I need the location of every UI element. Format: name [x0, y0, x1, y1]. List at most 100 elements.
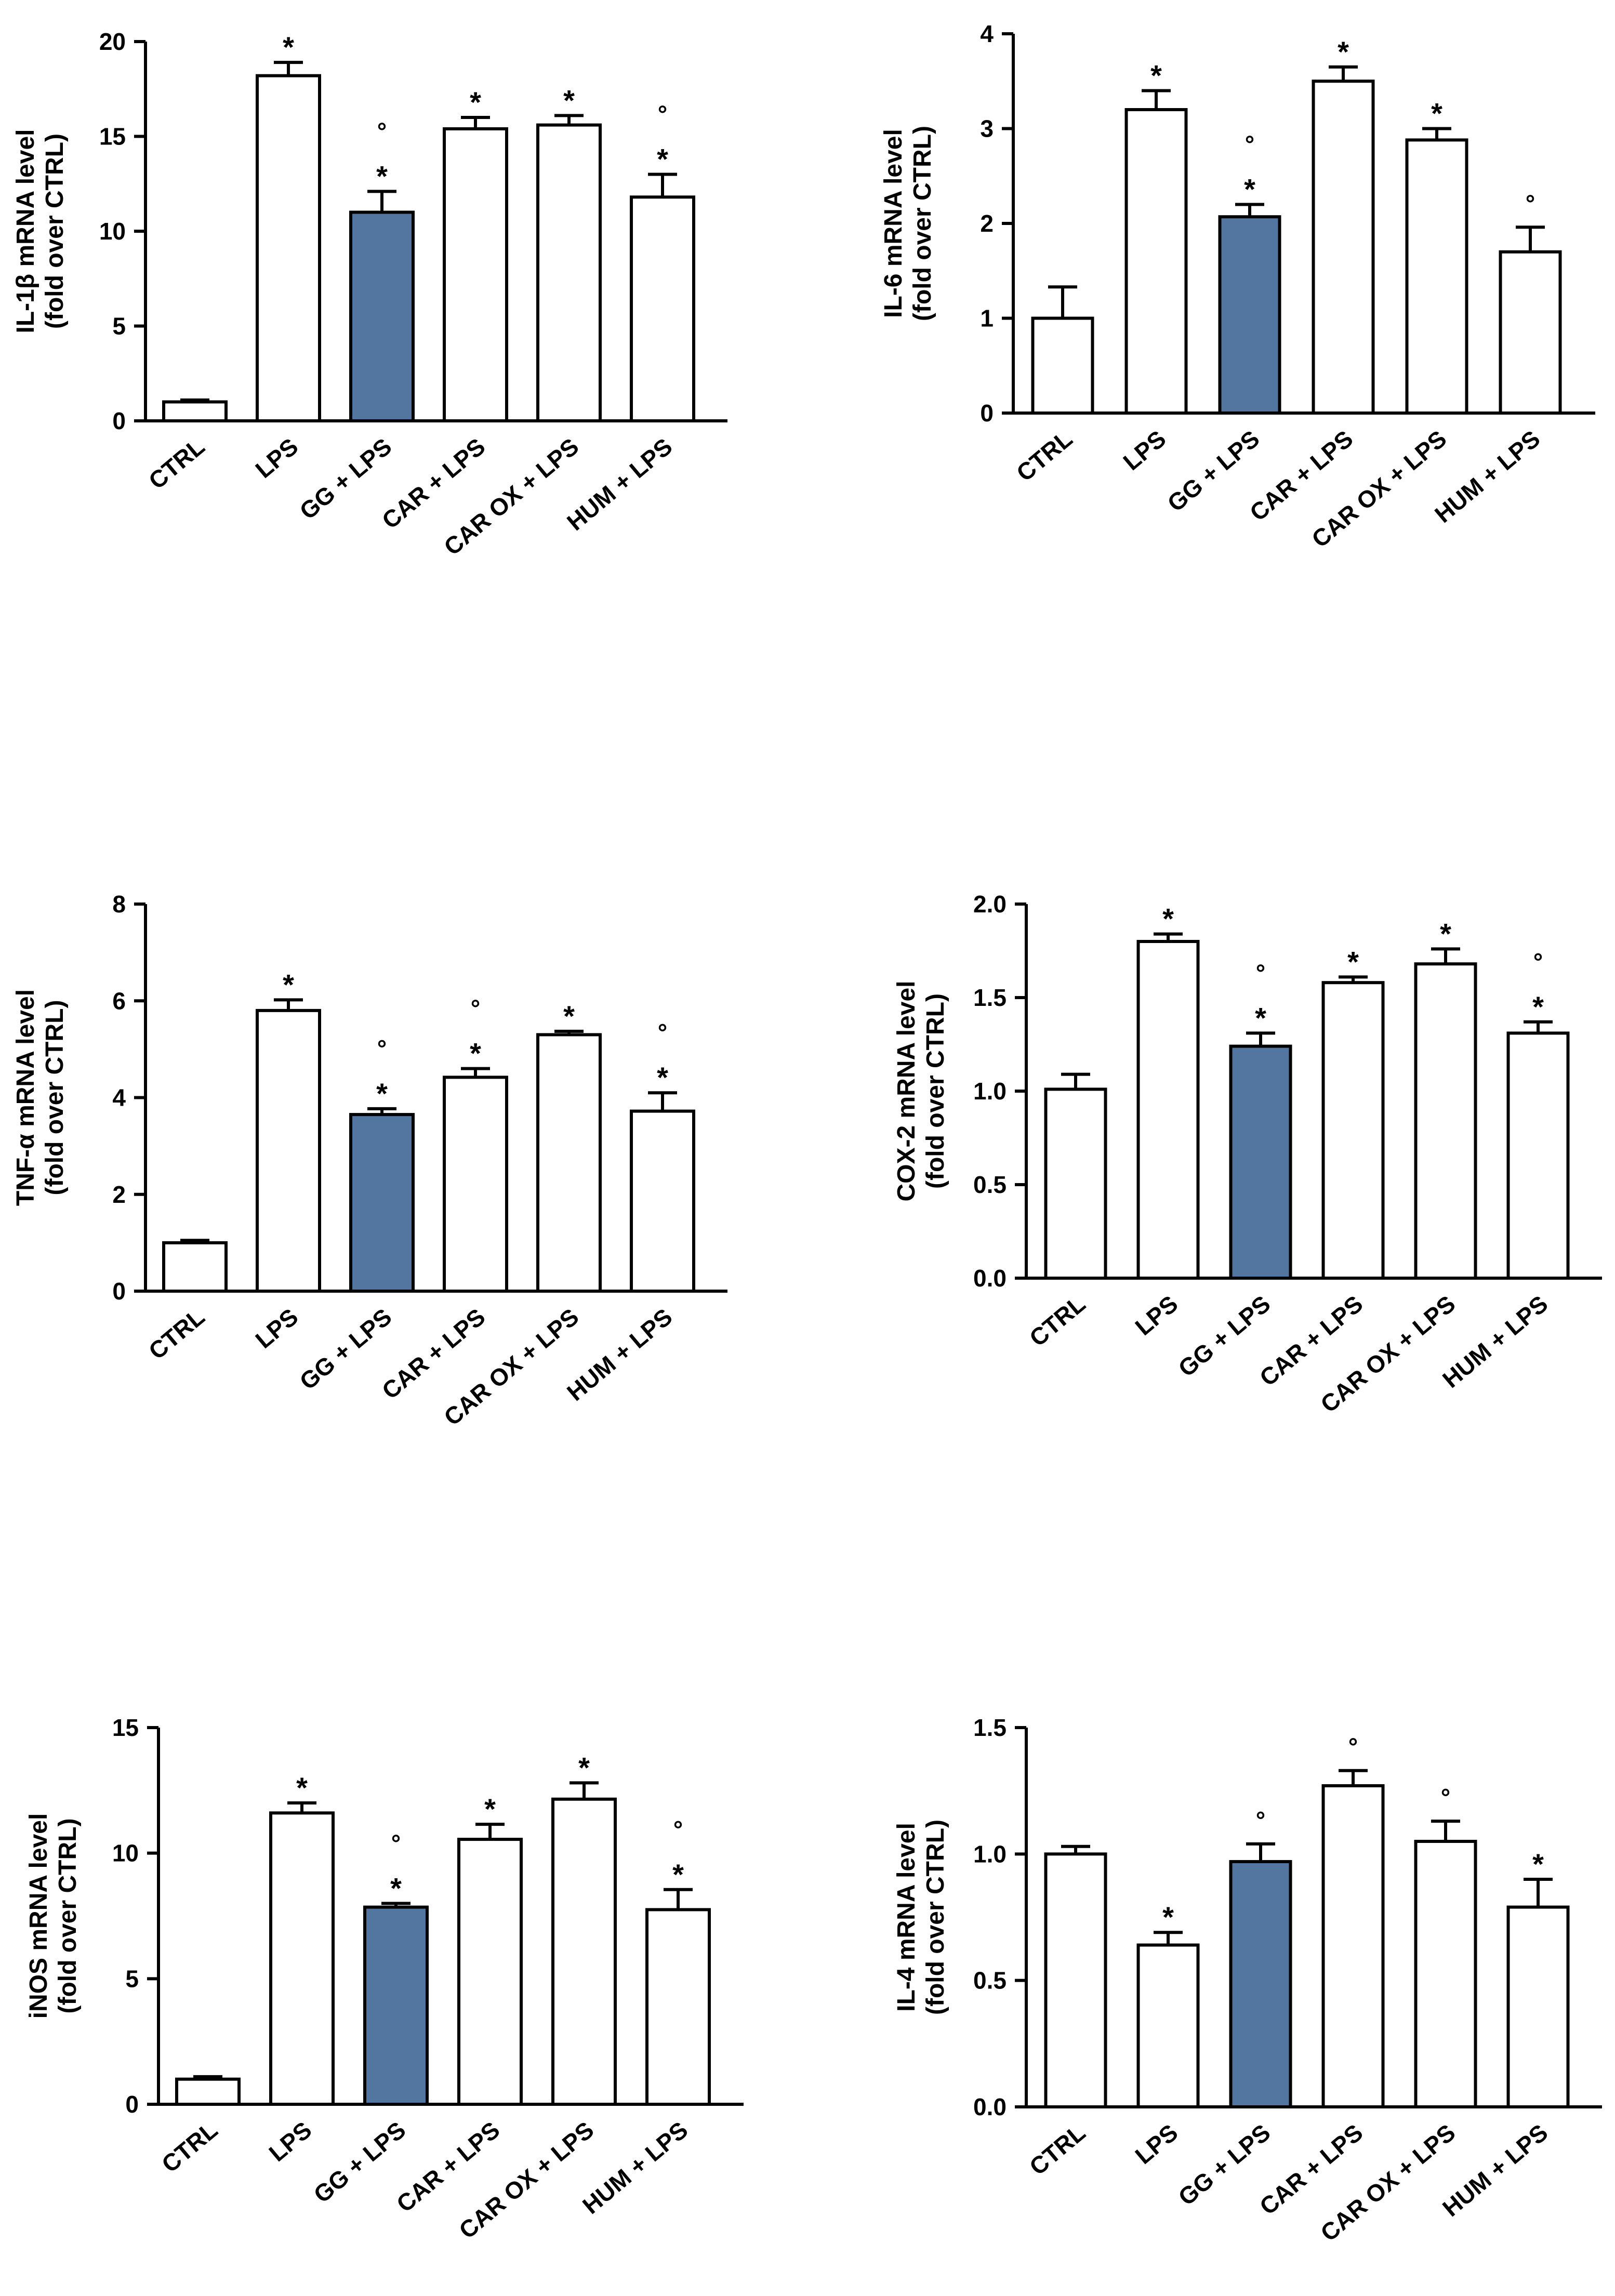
y-tick-label: 4 — [112, 1084, 126, 1111]
bar-gg-lps — [1229, 1044, 1292, 1280]
bar-hum-lps — [630, 195, 695, 422]
significance-star: * — [1162, 1901, 1174, 1933]
significance-star: * — [657, 143, 668, 176]
bar-gg-lps — [349, 210, 415, 422]
significance-circle: ° — [1348, 1733, 1358, 1760]
bar-gg-lps — [349, 1113, 415, 1293]
y-axis-subtitle: (fold over CTRL) — [909, 126, 936, 321]
significance-star: * — [484, 1793, 496, 1825]
y-axis-title: IL-1β mRNA level — [12, 129, 39, 334]
significance-star: * — [1532, 1848, 1544, 1880]
x-tick-label-ctrl: CTRL — [143, 433, 209, 495]
y-tick-label: 2.0 — [973, 891, 1007, 918]
significance-circle: ° — [658, 101, 667, 128]
significance-circle: ° — [673, 1816, 683, 1843]
bar-car-lps — [443, 127, 508, 422]
y-axis-subtitle: (fold over CTRL) — [922, 993, 949, 1189]
significance-circle: ° — [1245, 131, 1254, 158]
bar-gg-lps — [1218, 215, 1281, 415]
y-tick-label: 5 — [112, 313, 126, 340]
y-axis-title: IL-6 mRNA level — [880, 129, 907, 318]
y-tick-label: 0 — [125, 2091, 139, 2118]
significance-circle: ° — [1441, 1784, 1450, 1811]
significance-star: * — [1431, 97, 1442, 130]
x-tick-label-hum-lps: HUM + LPS — [577, 2116, 693, 2219]
y-tick-label: 20 — [99, 28, 126, 55]
bar-lps — [1136, 940, 1200, 1280]
significance-star: * — [1440, 917, 1451, 950]
chart-cox2: 0.0 0.5 1.0 1.5 2.0 COX-2 mRNA level (fold ove… — [893, 891, 1602, 1418]
significance-star: * — [296, 1771, 308, 1804]
significance-circle: ° — [377, 1035, 387, 1062]
bar-ctrl — [1044, 1087, 1107, 1280]
chart-inos: 0 5 10 15 iNOS mRNA level (fold over CTRL) CTR… — [25, 1714, 744, 2244]
bar-ctrl — [1031, 316, 1094, 415]
chart-tnfa: 0 2 4 6 8 TNF-α mRNA level (fold over CTRL) CTR… — [12, 891, 727, 1431]
bar-gg-lps — [1229, 1860, 1292, 2109]
y-axis-subtitle: (fold over CTRL) — [41, 1000, 69, 1196]
y-axis-title: COX-2 mRNA level — [893, 980, 920, 1201]
bar-ctrl — [175, 2077, 241, 2106]
significance-star: * — [1244, 173, 1255, 206]
significance-circle: ° — [1256, 1807, 1265, 1834]
significance-star: * — [1162, 903, 1174, 935]
y-tick-label: 10 — [112, 1840, 139, 1867]
y-tick-label: 1.5 — [973, 1714, 1007, 1741]
y-tick-label: 0.0 — [973, 2093, 1007, 2120]
x-tick-label-lps: LPS — [1118, 425, 1171, 475]
significance-star: * — [1532, 990, 1544, 1023]
y-tick-label: 1 — [980, 305, 994, 332]
significance-star: * — [376, 160, 388, 192]
y-tick-label: 2 — [112, 1181, 126, 1208]
significance-circle: ° — [471, 995, 480, 1022]
y-tick-label: 10 — [99, 218, 126, 245]
bar-car-lps — [1312, 79, 1375, 415]
y-tick-label: 15 — [99, 123, 126, 150]
y-axis-title: TNF-α mRNA level — [12, 989, 39, 1206]
significance-star: * — [1255, 1001, 1266, 1034]
bar-car-lps — [1321, 1784, 1385, 2108]
x-tick-label-ctrl: CTRL — [1011, 425, 1077, 487]
x-tick-label-ctrl: CTRL — [1024, 2119, 1090, 2181]
bar-car-ox-lps — [1414, 962, 1477, 1280]
significance-circle: ° — [377, 117, 387, 144]
y-tick-label: 4 — [980, 20, 994, 47]
significance-star: * — [563, 84, 575, 116]
significance-star: * — [283, 968, 294, 1001]
y-tick-label: 5 — [125, 1965, 139, 1992]
x-tick-label-lps: LPS — [250, 433, 303, 483]
bar-ctrl — [1044, 1852, 1107, 2108]
significance-star: * — [283, 31, 294, 63]
significance-circle: ° — [658, 1019, 667, 1046]
significance-star: * — [672, 1858, 684, 1891]
significance-circle: ° — [391, 1829, 401, 1856]
chart-il1b: 0 5 10 15 20 IL-1β mRNA level (fold over CTRL)… — [12, 28, 727, 561]
bar-lps — [1136, 1943, 1200, 2109]
significance-star: * — [470, 1037, 481, 1070]
bar-car-ox-lps — [551, 1797, 617, 2106]
chart-il6: 0 1 2 3 4 IL-6 mRNA level (fold over CTRL) CTRL… — [880, 20, 1595, 553]
x-tick-label-ctrl: CTRL — [143, 1303, 209, 1365]
y-tick-label: 3 — [980, 115, 994, 142]
y-tick-label: 1.0 — [973, 1840, 1007, 1867]
y-axis-subtitle: (fold over CTRL) — [41, 134, 69, 329]
y-tick-label: 2 — [980, 210, 994, 237]
significance-circle: ° — [1256, 959, 1265, 986]
y-tick-label: 0 — [112, 1278, 126, 1305]
bar-ctrl — [162, 1241, 228, 1293]
y-tick-label: 0 — [980, 400, 994, 427]
bar-car-ox-lps — [536, 123, 602, 423]
y-tick-label: 0.0 — [973, 1265, 1007, 1292]
bar-hum-lps — [1506, 1031, 1570, 1280]
bar-hum-lps — [1506, 1905, 1570, 2109]
bar-hum-lps — [1499, 250, 1562, 415]
bar-hum-lps — [630, 1109, 695, 1293]
bar-gg-lps — [363, 1905, 429, 2106]
bar-lps — [269, 1811, 335, 2106]
significance-star: * — [563, 1000, 575, 1032]
y-tick-label: 0.5 — [973, 1967, 1007, 1994]
y-axis-title: IL-4 mRNA level — [893, 1823, 920, 2012]
y-tick-label: 8 — [112, 891, 126, 918]
x-tick-label-lps: LPS — [250, 1303, 303, 1353]
